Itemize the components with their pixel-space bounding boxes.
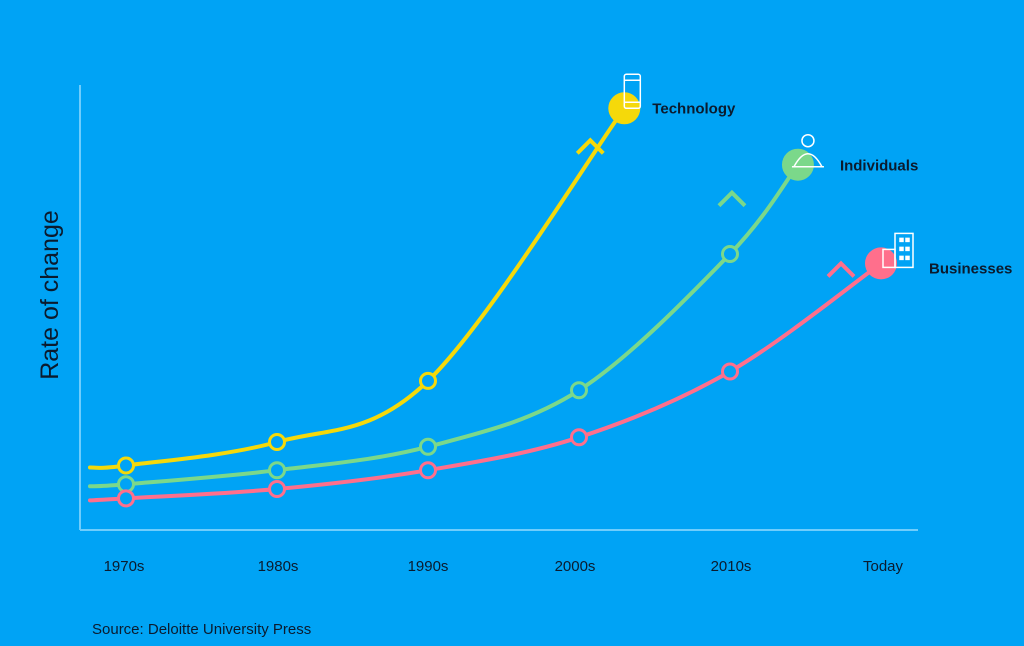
x-tick-1970s: 1970s <box>104 558 145 575</box>
building-window <box>905 255 910 261</box>
technology-marker-1990s <box>419 371 437 390</box>
person-body <box>793 152 823 168</box>
axes <box>79 85 918 531</box>
x-tick-2010s: 2010s <box>711 558 752 575</box>
building-short <box>882 248 896 269</box>
businesses-caret-icon <box>826 260 856 278</box>
person-icon <box>791 133 824 168</box>
x-tick-labels: 1970s 1980s 1990s 2000s 2010s Today <box>104 558 904 575</box>
building-icon <box>882 232 914 269</box>
individuals-end-dot <box>781 148 814 181</box>
individuals-marker-2010s <box>721 245 739 263</box>
individuals-marker-1980s <box>268 461 286 480</box>
businesses-marker-2010s <box>721 362 739 381</box>
x-tick-2000s: 2000s <box>555 558 596 575</box>
building-window <box>905 237 910 243</box>
businesses-marker-2000s <box>570 428 588 447</box>
phone-body <box>623 73 642 110</box>
businesses-marker-1970s <box>117 489 135 508</box>
building-window <box>899 237 904 243</box>
technology-marker-1970s <box>117 456 135 475</box>
businesses-line <box>88 261 883 503</box>
businesses-label: Businesses <box>929 260 1012 277</box>
building-window <box>899 246 904 252</box>
building-window <box>905 246 910 252</box>
series-labels: Technology Individuals Businesses <box>575 73 1012 280</box>
technology-line <box>88 106 627 470</box>
businesses-marker-1980s <box>268 480 286 498</box>
individuals-line <box>88 162 800 489</box>
x-tick-1990s: 1990s <box>408 558 449 575</box>
y-axis-label: Rate of change <box>36 210 64 380</box>
businesses-marker-1990s <box>419 461 437 480</box>
technology-caret-icon <box>575 137 605 155</box>
individuals-label: Individuals <box>840 158 918 175</box>
smartphone-icon <box>623 73 642 110</box>
businesses-end-dot <box>865 247 897 280</box>
individuals-caret-icon <box>717 189 747 208</box>
x-tick-today: Today <box>863 558 904 575</box>
series-markers <box>117 245 739 508</box>
source-note: Source: Deloitte University Press <box>92 621 311 638</box>
building-window <box>899 255 904 261</box>
technology-marker-1980s <box>268 433 286 451</box>
individuals-marker-1990s <box>419 437 437 456</box>
individuals-marker-2000s <box>570 381 588 400</box>
building-tall <box>894 232 914 269</box>
x-tick-1980s: 1980s <box>258 558 299 575</box>
technology-label: Technology <box>652 100 736 117</box>
person-head <box>801 133 815 148</box>
series-lines <box>88 106 883 503</box>
